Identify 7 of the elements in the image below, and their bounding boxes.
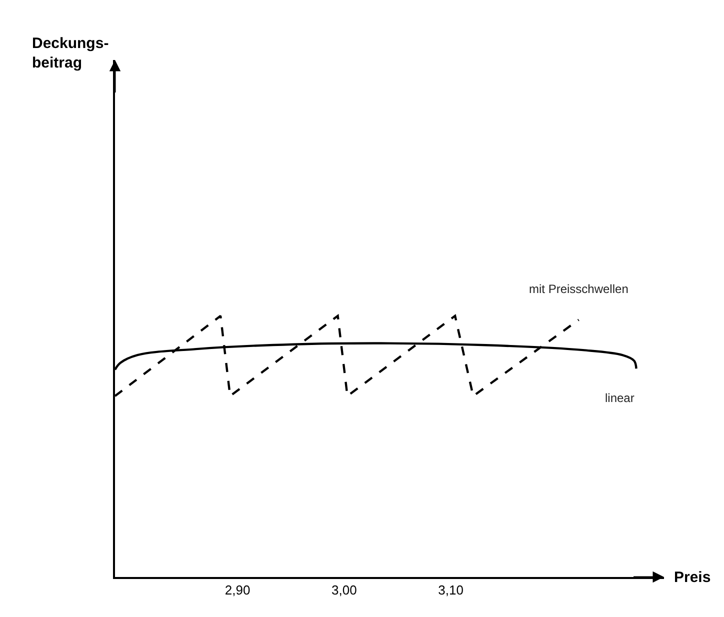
x-axis-title: Preis bbox=[674, 569, 711, 586]
x-tick-label: 2,90 bbox=[224, 582, 250, 598]
text: Deckungs- beitrag bbox=[32, 35, 109, 72]
x-tick-label: 3,00 bbox=[332, 582, 357, 598]
x-tick-label: 3,10 bbox=[438, 582, 464, 598]
text: mit Preisschwellen bbox=[529, 282, 628, 296]
series-label: linear bbox=[605, 391, 634, 405]
